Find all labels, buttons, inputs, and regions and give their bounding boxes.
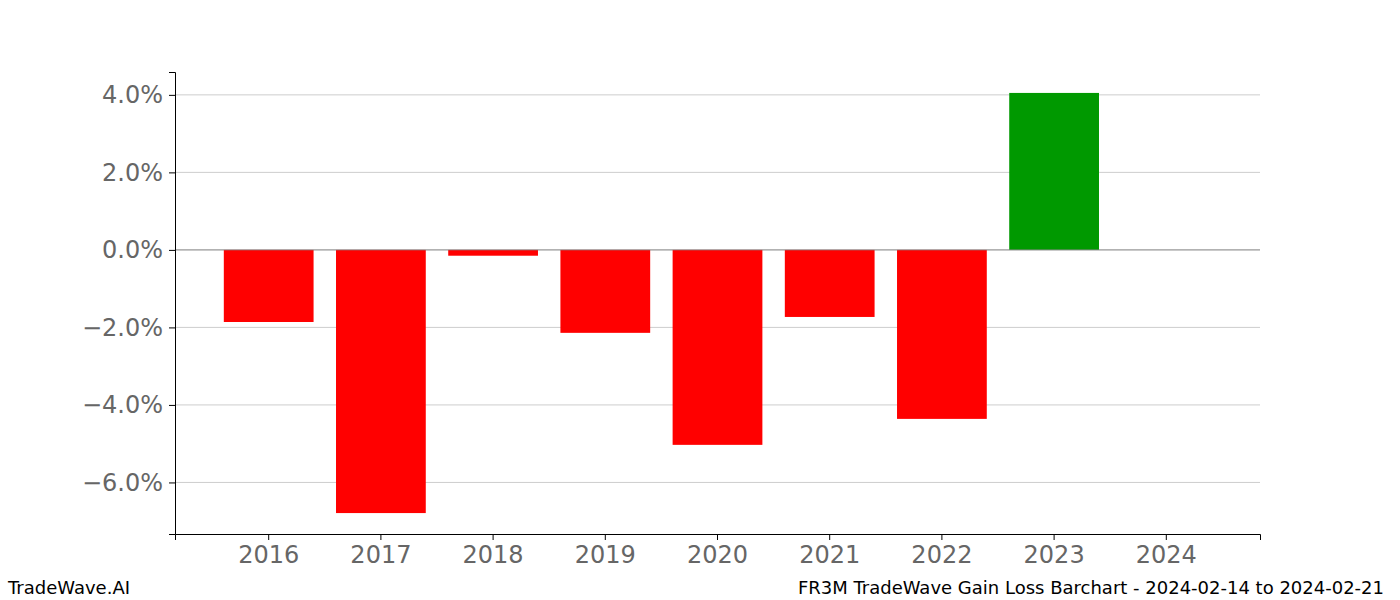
x-tick-label: 2019 <box>575 541 636 569</box>
x-tick-mark <box>1054 534 1055 540</box>
x-tick: 2023 <box>1024 534 1085 569</box>
x-tick-mark <box>829 534 830 540</box>
x-tick: 2016 <box>238 534 299 569</box>
bar <box>448 250 538 256</box>
x-tick-label: 2023 <box>1024 541 1085 569</box>
y-tick: 2.0% <box>102 159 175 187</box>
y-tick-mark <box>169 405 175 406</box>
x-tick-label: 2016 <box>238 541 299 569</box>
bar <box>1009 93 1099 250</box>
y-axis: −6.0% −4.0% −2.0% 0.0% 2.0% 4.0% <box>82 73 176 535</box>
grid-line <box>175 249 1260 250</box>
x-tick-mark <box>380 534 381 540</box>
x-tick: 2022 <box>911 534 972 569</box>
y-axis-line <box>169 73 176 535</box>
y-tick-mark <box>169 250 175 251</box>
bar <box>560 250 650 333</box>
y-tick-label: −6.0% <box>82 469 163 497</box>
x-tick-mark <box>941 534 942 540</box>
bar <box>785 250 875 317</box>
bar <box>673 250 763 445</box>
x-tick-mark <box>493 534 494 540</box>
y-tick-label: −4.0% <box>82 391 163 419</box>
x-tick: 2024 <box>1136 534 1197 569</box>
bars <box>224 93 1099 513</box>
y-tick-mark <box>169 172 175 173</box>
y-tick: 0.0% <box>102 236 175 264</box>
y-tick-label: −2.0% <box>82 314 163 342</box>
x-tick-label: 2024 <box>1136 541 1197 569</box>
chart: −6.0%−4.0%−2.0%0.0%2.0%4.0%2016201720182… <box>0 0 1400 600</box>
x-tick: 2020 <box>687 534 748 569</box>
x-tick-label: 2020 <box>687 541 748 569</box>
x-tick-label: 2017 <box>350 541 411 569</box>
zero-line <box>175 249 1260 250</box>
x-tick-label: 2021 <box>799 541 860 569</box>
x-tick: 2017 <box>350 534 411 569</box>
x-tick-label: 2022 <box>911 541 972 569</box>
x-axis-line <box>176 535 1261 541</box>
x-tick-mark <box>268 534 269 540</box>
title: FR3M TradeWave Gain Loss Barchart - 2024… <box>798 577 1384 598</box>
y-tick-label: 0.0% <box>102 236 163 264</box>
annotation: TradeWave.AI <box>7 577 130 598</box>
y-tick: −4.0% <box>82 391 175 419</box>
y-tick-label: 4.0% <box>102 81 163 109</box>
y-tick-mark <box>169 95 175 96</box>
x-tick: 2021 <box>799 534 860 569</box>
y-tick: −2.0% <box>82 314 175 342</box>
y-tick-label: 2.0% <box>102 159 163 187</box>
y-tick-mark <box>169 327 175 328</box>
x-tick-mark <box>1166 534 1167 540</box>
x-tick-mark <box>717 534 718 540</box>
bar <box>336 250 426 513</box>
y-tick: 4.0% <box>102 81 175 109</box>
x-axis: 2016 2017 2018 2019 2020 2021 2022 2023 2024 <box>176 534 1261 569</box>
x-tick: 2018 <box>463 534 524 569</box>
bar <box>897 250 987 419</box>
x-tick: 2019 <box>575 534 636 569</box>
x-tick-label: 2018 <box>463 541 524 569</box>
x-tick-mark <box>605 534 606 540</box>
y-tick: −6.0% <box>82 469 175 497</box>
bar <box>224 250 314 322</box>
y-tick-mark <box>169 482 175 483</box>
